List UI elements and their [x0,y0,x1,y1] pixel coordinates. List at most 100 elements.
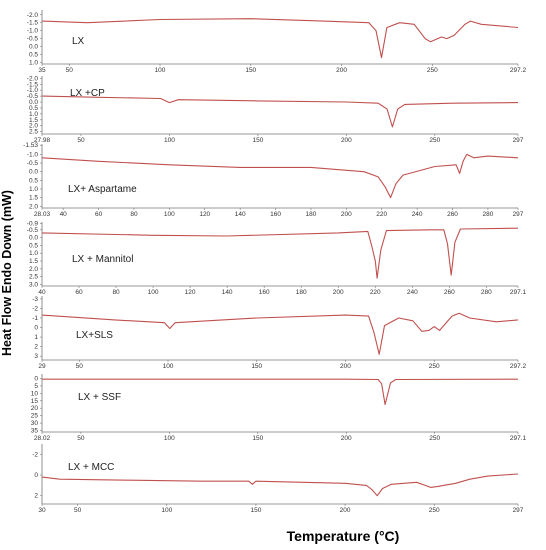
x-tick-label: 250 [429,363,440,370]
x-tick-label: 240 [412,211,423,218]
x-tick-label: 297 [513,507,524,514]
x-tick-label: 250 [429,137,440,144]
y-tick-label: 2.0 [29,123,38,130]
y-tick-label: 0 [34,325,38,332]
x-tick-label: 250 [429,507,440,514]
panel-3: 28.03 40 60 80 100 120 140 160 180 200 220 240 260 28… [23,142,524,218]
y-tick-label: -1.5 [27,20,39,27]
x-tick-label: 260 [447,211,458,218]
y-tick-label: 0.0 [29,44,38,51]
x-tick-label: 200 [340,507,351,514]
y-tick-label: 1.5 [29,117,38,124]
y-tick-label: 1.0 [29,59,38,66]
x-tick-label: 280 [482,211,493,218]
y-tick-label: 0.5 [29,177,38,184]
x-tick-label: 80 [130,211,138,218]
y-tick-label: -1 [32,315,38,322]
x-tick-label: 150 [245,67,256,74]
y-tick-label: -1.0 [27,151,39,158]
x-tick-label: 120 [199,211,210,218]
panel-label: LX+SLS [76,330,113,341]
x-tick-label: 220 [370,289,381,296]
panel-label: LX+ Aspartame [68,184,137,195]
x-tick-label: 150 [252,137,263,144]
x-tick-label: 100 [164,211,175,218]
y-tick-label: 25 [31,413,39,420]
x-tick-label: 40 [38,289,46,296]
x-tick-label: 260 [444,289,455,296]
y-tick-label: 2.5 [29,129,38,136]
x-tick-label: 50 [66,67,74,74]
x-tick-label: 140 [235,211,246,218]
x-tick-label: 29 [38,363,46,370]
x-tick-label: 200 [341,435,352,442]
x-tick-label: 180 [306,211,317,218]
y-tick-label: 1.5 [29,258,38,265]
y-tick-label: 2.0 [29,266,38,273]
panel-5: 29 50 100 150 200 250 297.2 -3 -2 -1 0 1 2 3 LX+SLS [32,296,526,370]
x-tick-label: 28.02 [34,435,51,442]
series-line [41,227,519,279]
x-tick-label: 100 [148,289,159,296]
y-tick-label: -2.0 [27,75,39,82]
x-tick-label: 27.98 [34,137,51,144]
y-tick-label: 0 [34,472,38,479]
x-tick-label: 60 [75,289,83,296]
series-line [42,378,519,406]
y-tick-label: -1.0 [27,87,39,94]
x-tick-label: 250 [429,435,440,442]
y-tick-label: 0.0 [29,169,38,176]
y-tick-label: 15 [31,398,39,405]
y-tick-label: -0.5 [27,93,39,100]
y-tick-label: 35 [31,428,39,435]
y-tick-label: -2 [32,305,38,312]
x-tick-label: 240 [407,289,418,296]
x-tick-label: 200 [340,363,351,370]
y-tick-label: 1.0 [29,186,38,193]
x-tick-label: 35 [38,67,46,74]
y-tick-label: -2.0 [27,12,39,19]
panel-label: LX +CP [70,88,105,99]
y-tick-label: 0 [34,375,38,382]
x-axis-title: Temperature (°C) [286,528,400,544]
x-tick-label: 50 [77,137,85,144]
y-tick-label: 1.0 [29,250,38,257]
y-tick-label: -3 [32,296,38,303]
y-tick-label: 0.0 [29,99,38,106]
x-tick-label: 297.1 [510,435,527,442]
x-tick-label: 150 [251,507,262,514]
panel-label: LX + MCC [68,462,114,473]
y-tick-label: 20 [31,405,39,412]
x-tick-label: 200 [336,67,347,74]
x-tick-label: 100 [161,507,172,514]
series-line [41,95,519,128]
y-tick-label: -0.5 [27,36,39,43]
y-tick-label: 2 [34,493,38,500]
x-tick-label: 100 [163,363,174,370]
panel-1: 35 50 100 150 200 250 297.2 -2.0-1.5-1.0-0.50.0… [27,10,527,74]
x-tick-label: 297 [513,137,524,144]
panel-label: LX + Mannitol [72,254,133,265]
panel-label: LX [72,36,85,47]
y-tick-label: 2.0 [29,203,38,210]
x-tick-label: 28.03 [34,211,51,218]
x-tick-label: 160 [259,289,270,296]
panel-4: 40 60 80 100 120 140 160 180 200 220 240 260 280 297.… [27,221,527,296]
x-tick-label: 200 [333,289,344,296]
x-tick-label: 30 [38,507,46,514]
y-axis-title-text: Heat Flow Endo Down (mW) [0,190,14,356]
x-tick-label: 80 [112,289,120,296]
x-tick-label: 200 [341,137,352,144]
x-tick-label: 60 [95,211,103,218]
y-tick-label: 2.5 [29,274,38,281]
x-tick-label: 297.1 [510,289,527,296]
y-tick-label: -1.5 [27,81,39,88]
x-tick-label: 50 [77,435,85,442]
x-tick-label: 40 [60,211,68,218]
x-tick-label: 140 [222,289,233,296]
x-tick-label: 297.2 [510,363,527,370]
x-tick-label: 100 [164,137,175,144]
x-tick-label: 220 [376,211,387,218]
y-tick-label: 2 [34,344,38,351]
